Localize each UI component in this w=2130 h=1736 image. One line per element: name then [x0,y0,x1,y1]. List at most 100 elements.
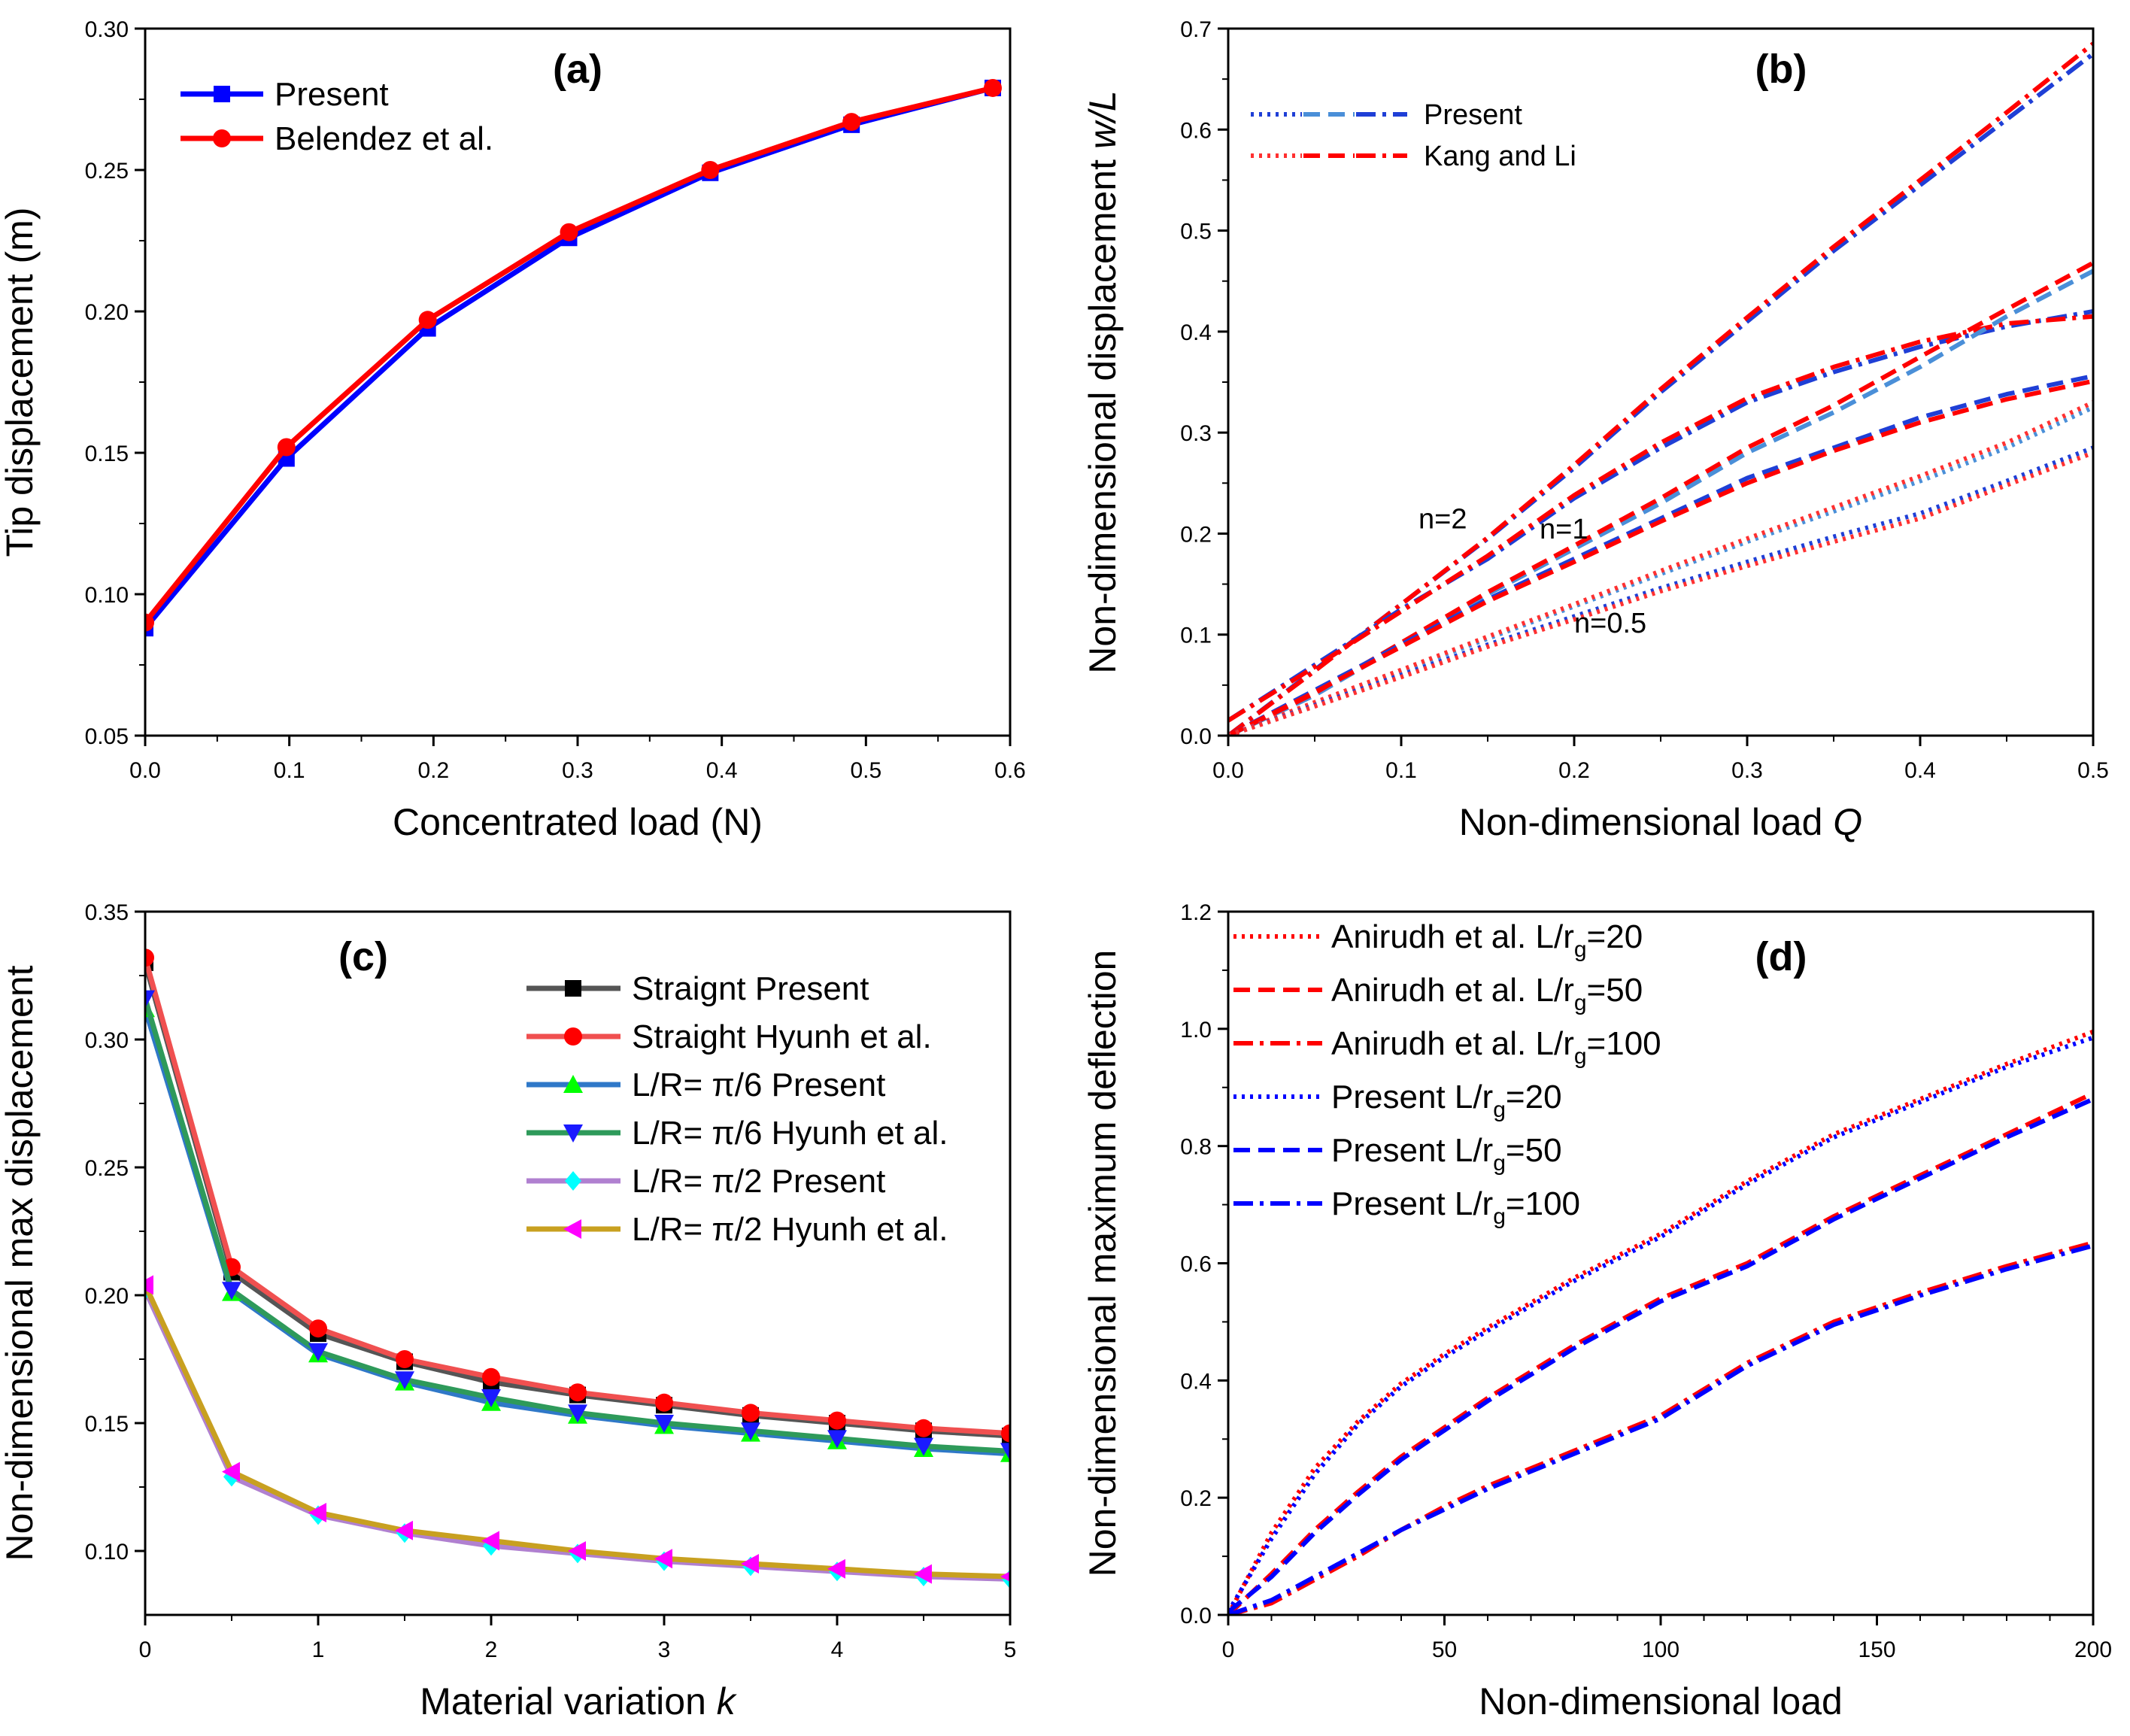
legend-label: L/R= π/6 Hyunh et al. [632,1115,948,1152]
x-tick-label: 0.1 [274,758,305,783]
legend-label-value: =50 [1587,972,1643,1009]
y-tick-label: 0.20 [85,1284,129,1309]
legend-label: Present [1424,99,1522,131]
x-tick-label: 200 [2074,1637,2112,1662]
data-point [309,1319,327,1338]
y-axis-label: Non-dimensional displacement w/L [1082,90,1124,673]
y-axis-label: Non-dimensional maximum deflection [1082,950,1124,1577]
series-line-5 [1228,1097,2093,1614]
plot-frame [144,910,1012,1616]
y-axis-label: Non-dimensional max displacement [0,965,41,1561]
x-axis-label: Concentrated load (N) [393,801,763,843]
data-point [395,1520,413,1540]
data-point [145,613,154,632]
series-line-2 [1228,41,2093,736]
series-line-5 [145,1288,1010,1582]
legend-marker [564,1027,582,1046]
data-point [395,1371,414,1390]
y-tick-label: 0.0 [1180,724,1212,749]
data-point [827,1430,847,1449]
data-point [741,1554,759,1574]
data-point [222,1282,241,1300]
x-tick-label: 0.1 [1385,758,1417,783]
legend-label: Straignt Present [632,970,869,1007]
series-line-8 [1228,378,2093,736]
data-point [914,1564,932,1584]
legend-label: L/R= π/2 Hyunh et al. [632,1211,948,1248]
x-tick-label: 5 [1004,1637,1017,1662]
data-point [701,161,720,179]
y-tick-label: 0.30 [85,1028,129,1053]
y-tick-label: 0.6 [1180,118,1212,143]
legend-marker [214,86,230,102]
legend-label-value: =50 [1506,1132,1562,1169]
x-tick-label: 0.5 [2077,758,2109,783]
data-point [1000,1571,1010,1583]
y-tick-label: 0.1 [1180,624,1212,648]
x-axis-variable: k [706,1680,738,1722]
data-point [222,1461,240,1482]
data-point [742,1404,760,1422]
legend-label-value: =20 [1587,918,1643,955]
series-line-4 [1228,314,2093,723]
x-axis-label: Non-dimensional load [1479,1680,1843,1722]
legend-label-subscript: g [1574,1044,1587,1069]
legend-label: Anirudh et al. L/rg=20 [1331,918,1643,962]
x-tick-label: 0.0 [1212,758,1244,783]
series-line-12 [1228,451,2093,736]
x-tick-label: 4 [831,1637,844,1662]
legend-label: L/R= π/2 Present [632,1163,885,1200]
legend-label: Belendez et al. [275,120,493,157]
data-point [828,1411,846,1430]
plot-area [145,78,1002,637]
data-point [654,1549,672,1569]
panel-title: (c) [338,934,388,979]
data-point [914,1437,933,1456]
legend-marker [213,129,231,147]
series-line-9 [1228,405,2093,736]
data-point [568,1541,586,1561]
data-point [984,78,1002,97]
legend-label: Present L/rg=100 [1331,1185,1580,1229]
y-tick-label: 0.30 [85,17,129,42]
series-line-10 [1228,400,2093,736]
data-point [569,1383,587,1402]
x-tick-label: 100 [1642,1637,1679,1662]
legend-label: Straight Hyunh et al. [632,1018,932,1055]
legend-marker [565,980,581,997]
series-line-6 [1228,1243,2093,1615]
annotation: n=2 [1418,504,1467,536]
chart-panel-4: 0 50 100 150 200 0.0 0.2 0.4 0.6 0.8 1.0 1.2 Non-dim… [1082,900,2112,1722]
y-tick-label: 0.3 [1180,421,1212,446]
legend-label-text: Present L/r [1331,1079,1493,1115]
y-tick-label: 0.25 [85,159,129,184]
data-point [481,1531,499,1551]
legend-label-text: Present L/r [1331,1132,1493,1169]
y-tick-label: 0.8 [1180,1135,1212,1160]
y-axis-label: Tip displacement (m) [0,208,41,557]
x-tick-label: 0.5 [850,758,881,783]
data-point [915,1419,933,1437]
series-line-2 [145,85,994,624]
x-tick-label: 0.0 [129,758,161,783]
plot-frame [1227,910,2095,1616]
series-line-7 [1228,373,2093,736]
legend-label-subscript: g [1574,937,1587,962]
annotation: n=1 [1540,514,1588,545]
legend-label: L/R= π/6 Present [632,1067,885,1103]
legend-label-value: =100 [1506,1185,1580,1222]
legend-label-text: Anirudh et al. L/r [1331,972,1574,1009]
legend-label-text: Anirudh et al. L/r [1331,1025,1574,1062]
data-point [308,1503,326,1522]
chart-panel-3: 0 1 2 3 4 5 0.10 0.15 0.20 0.25 0.30 0.35 Material v… [0,900,1017,1722]
legend-label: Present L/rg=50 [1331,1132,1562,1176]
legend-label-value: =100 [1587,1025,1661,1062]
x-tick-label: 0.6 [994,758,1026,783]
y-tick-label: 1.0 [1180,1018,1212,1043]
series-line-1 [1228,1029,2093,1615]
annotation: n=0.5 [1574,608,1646,639]
chart-panel-2: 0.0 0.1 0.2 0.3 0.4 0.5 0.0 0.1 0.2 0.3 0.4 0.5 0.6 0… [1082,17,2109,843]
plot-area [145,948,1010,1589]
y-tick-label: 0.05 [85,724,129,749]
y-tick-label: 0.5 [1180,220,1212,244]
